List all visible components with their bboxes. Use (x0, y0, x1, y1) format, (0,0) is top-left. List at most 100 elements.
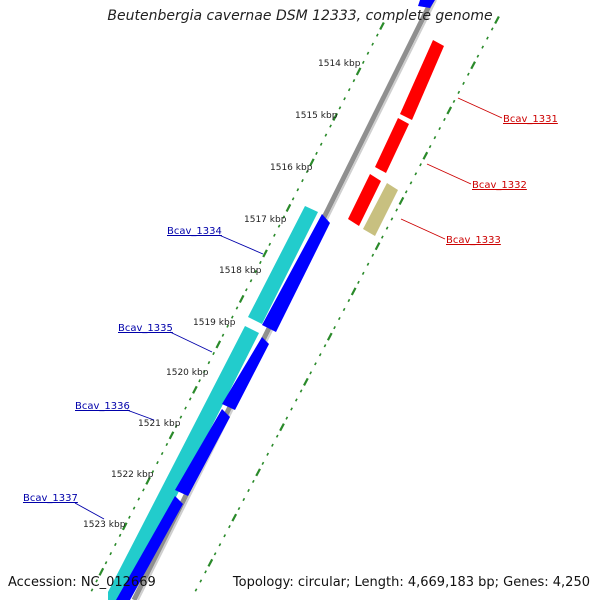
outer-tick (296, 188, 300, 192)
gene-bcav-1334-arrow[interactable] (262, 214, 330, 332)
inner-tick (398, 196, 405, 206)
inner-tick (290, 407, 293, 411)
outer-tick (315, 151, 318, 155)
outer-tick (160, 451, 164, 456)
gene-leader-line (74, 502, 105, 520)
gene-label-bcav-1336[interactable]: Bcav_1336 (75, 401, 130, 412)
outer-tick (338, 106, 342, 110)
inner-tick (481, 45, 485, 49)
outer-tick (207, 360, 211, 365)
kbp-label: 1515 kbp (295, 111, 338, 121)
gene-leader-line (426, 163, 472, 185)
inner-tick (404, 190, 408, 194)
outer-tick (332, 112, 339, 122)
inner-tick (446, 106, 453, 115)
outer-tick (114, 542, 117, 547)
reverse-strand-genes (108, 206, 330, 600)
kbp-label: 1522 kbp (111, 470, 154, 480)
inner-tick (323, 344, 327, 348)
inner-tick (228, 525, 231, 529)
inner-tick (380, 235, 384, 239)
outer-tick (128, 515, 131, 519)
outer-tick (192, 385, 198, 394)
outer-tick (285, 203, 292, 212)
outer-tick (238, 294, 245, 303)
inner-tick (452, 99, 456, 104)
inner-tick-ring (194, 15, 500, 592)
outer-tick (254, 270, 258, 274)
gene-bcav-1332-arrow[interactable] (375, 118, 409, 173)
outer-tick (282, 215, 286, 219)
outer-tick (277, 224, 281, 228)
gene-label-bcav-1337[interactable]: Bcav_1337 (23, 493, 78, 504)
outer-tick (90, 588, 94, 592)
gene-top-fragment[interactable] (418, 0, 435, 8)
outer-tick-ring (90, 21, 385, 592)
inner-tick (342, 307, 346, 312)
gene-label-bcav-1335[interactable]: Bcav_1335 (118, 323, 173, 334)
inner-tick (242, 497, 246, 502)
inner-tick (409, 181, 413, 185)
inner-tick (261, 461, 265, 465)
inner-tick (438, 126, 442, 131)
gene-bcav-1335-arrow[interactable] (222, 337, 269, 410)
kbp-label: 1521 kbp (138, 419, 181, 429)
outer-tick (132, 506, 136, 510)
outer-tick (118, 533, 122, 538)
inner-tick (433, 136, 437, 140)
outer-tick (221, 333, 225, 337)
outer-tick (268, 242, 272, 246)
inner-tick (385, 226, 389, 230)
kbp-label: 1523 kbp (83, 520, 126, 530)
inner-tick (486, 36, 489, 40)
outer-tick (249, 279, 253, 283)
gene-bcav-1332b-arrow[interactable] (348, 174, 381, 226)
outer-tick (168, 431, 175, 440)
gene-label-bcav-1331[interactable]: Bcav_1331 (503, 114, 558, 125)
outer-tick (95, 579, 99, 583)
gene-bcav-1335-cds[interactable] (108, 326, 259, 600)
inner-tick (428, 145, 432, 149)
outer-tick (355, 67, 362, 76)
outer-tick (215, 340, 222, 349)
outer-tick (324, 133, 328, 137)
gene-label-bcav-1333[interactable]: Bcav_1333 (446, 235, 501, 246)
inner-tick (218, 543, 222, 547)
outer-tick (235, 306, 239, 310)
inner-tick (494, 15, 500, 25)
outer-tick (184, 406, 187, 410)
inner-tick (347, 298, 351, 303)
kbp-label-group: 1514 kbp 1515 kbp 1516 kbp 1517 kbp 1518 kbp… (83, 59, 361, 530)
topology-text: Topology: circular; Length: 4,669,183 bp… (232, 575, 590, 590)
inner-tick (204, 570, 207, 574)
inner-tick (303, 377, 309, 386)
gene-label-bcav-1332[interactable]: Bcav_1332 (472, 180, 527, 191)
outer-tick (198, 379, 201, 383)
gene-bcav-1331-arrow[interactable] (400, 40, 444, 120)
outer-tick (379, 21, 385, 31)
outer-tick (202, 370, 206, 374)
gene-bcav-1336-arrow[interactable] (175, 409, 230, 496)
outer-tick (262, 249, 268, 258)
inner-tick (350, 287, 357, 296)
outer-tick (352, 78, 356, 83)
inner-tick (213, 552, 217, 556)
outer-tick (226, 324, 229, 328)
gene-bcav-1333-arrow[interactable] (363, 183, 398, 236)
outer-tick (156, 461, 159, 465)
outer-tick (179, 415, 183, 419)
gene-label-bcav-1334[interactable]: Bcav_1334 (167, 226, 222, 237)
inner-tick (285, 416, 289, 420)
gene-bcav-1334-cds[interactable] (248, 206, 318, 324)
kbp-label: 1514 kbp (318, 59, 361, 69)
inner-tick (275, 434, 279, 438)
inner-tick (271, 443, 274, 447)
gene-bcav-1337-arrow[interactable] (116, 496, 183, 600)
kbp-label: 1518 kbp (219, 266, 262, 276)
outer-tick (291, 197, 295, 201)
gene-label-group: Bcav_1331 Bcav_1332 Bcav_1333 Bcav_1334 Bcav… (23, 97, 558, 520)
inner-tick (279, 423, 285, 432)
outer-tick (151, 470, 155, 474)
kbp-label: 1517 kbp (244, 215, 287, 225)
inner-tick (422, 151, 429, 160)
